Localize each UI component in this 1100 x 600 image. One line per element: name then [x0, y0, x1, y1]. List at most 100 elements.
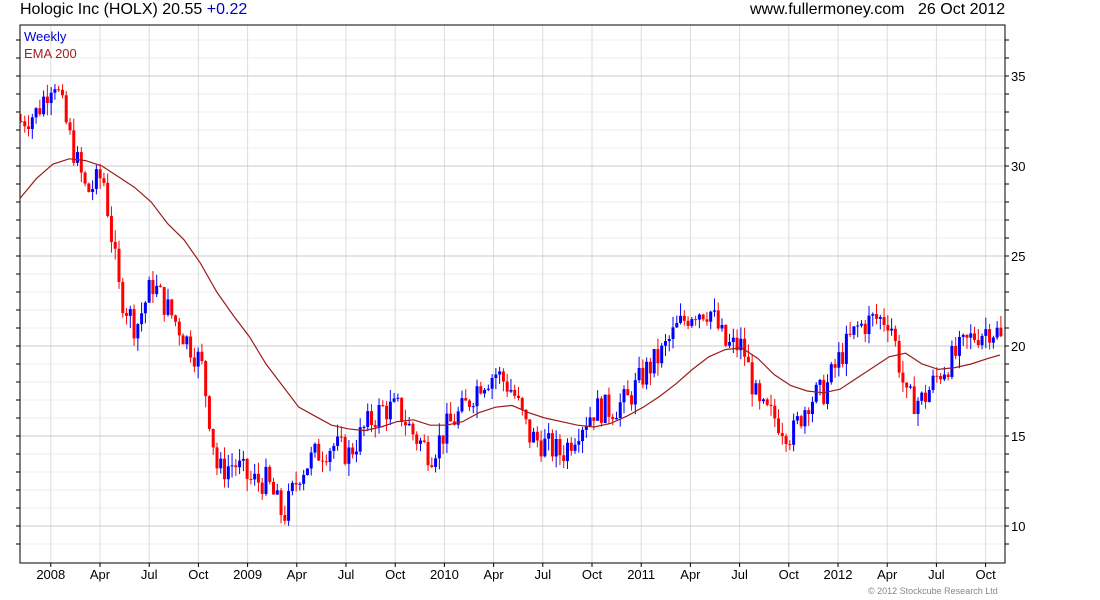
candle-body — [392, 398, 396, 402]
candle-body — [803, 410, 807, 427]
candle-body — [980, 335, 984, 346]
candle-body — [859, 323, 863, 326]
candle-body — [501, 371, 505, 382]
chart-title: Hologic Inc (HOLX) 20.55 +0.22 — [20, 1, 247, 19]
candle-body — [471, 406, 475, 408]
candle-body — [23, 121, 27, 127]
candle-body — [739, 338, 743, 351]
candle-body — [57, 89, 61, 91]
candle-body — [294, 482, 298, 485]
candle-body — [475, 386, 479, 407]
candle-body — [76, 152, 80, 163]
candle-body — [569, 442, 573, 451]
candle-body — [852, 326, 856, 335]
candle-body — [667, 339, 671, 342]
candle-body — [991, 337, 995, 343]
candle-body — [272, 481, 276, 495]
candle-body — [780, 433, 784, 437]
candle-body — [690, 319, 694, 326]
candle-body — [170, 299, 174, 316]
candle-body — [520, 397, 524, 410]
candle-body — [694, 319, 698, 321]
candle-body — [449, 413, 453, 422]
candle-body — [524, 409, 528, 420]
candle-body — [908, 386, 912, 388]
candle-body — [942, 374, 946, 380]
candle-body — [743, 338, 747, 357]
x-tick-label: Oct — [582, 567, 603, 582]
candle-body — [415, 434, 419, 444]
candle-body — [238, 460, 242, 468]
candle-body — [215, 447, 219, 469]
candle-body — [516, 395, 520, 398]
candle-body — [185, 336, 189, 345]
candle-body — [890, 328, 894, 331]
candle-body — [467, 400, 471, 407]
x-tick-label: Apr — [90, 567, 111, 582]
candle-body — [946, 374, 950, 378]
candle-body — [581, 429, 585, 442]
x-tick-label: Jul — [928, 567, 945, 582]
candle-body — [343, 436, 347, 464]
candle-body — [166, 299, 170, 315]
candle-body — [837, 352, 841, 368]
candle-body — [931, 375, 935, 390]
candle-body — [305, 468, 309, 475]
candle-body — [381, 405, 385, 407]
candle-body — [841, 352, 845, 364]
candle-body — [125, 313, 129, 316]
x-tick-label: Jul — [534, 567, 551, 582]
candle-body — [697, 314, 701, 320]
candle-body — [618, 402, 622, 418]
candle-body — [682, 315, 686, 321]
candle-body — [532, 431, 536, 443]
candle-body — [132, 309, 136, 339]
candle-body — [833, 364, 837, 368]
candle-body — [19, 121, 23, 122]
y-tick-label: 35 — [1011, 69, 1025, 84]
candle-body — [622, 389, 626, 403]
candle-body — [633, 380, 637, 405]
candle-body — [464, 398, 468, 401]
site-link[interactable]: www.fullermoney.com — [750, 1, 905, 18]
candle-body — [490, 377, 494, 389]
candle-body — [264, 466, 268, 494]
candle-body — [750, 362, 754, 395]
candle-body — [317, 443, 321, 461]
candle-body — [675, 322, 679, 328]
candle-body — [671, 327, 675, 340]
ema-200-line — [19, 158, 1001, 432]
candle-body — [565, 442, 569, 462]
candle-body — [351, 447, 355, 455]
legend-ema: EMA 200 — [24, 46, 77, 61]
candle-body — [871, 314, 875, 316]
candle-body — [460, 398, 464, 412]
candle-body — [189, 336, 193, 358]
x-tick-label: Apr — [680, 567, 701, 582]
candle-body — [445, 413, 449, 444]
candle-body — [362, 426, 366, 428]
candle-body — [241, 458, 245, 461]
candle-body — [53, 89, 57, 93]
candle-body — [388, 401, 392, 420]
candle-body — [302, 474, 306, 484]
candle-body — [652, 349, 656, 374]
candle-body — [973, 333, 977, 341]
candle-body — [68, 122, 72, 131]
candle-body — [60, 89, 64, 96]
candle-body — [174, 315, 178, 322]
candle-body — [558, 439, 562, 456]
candle-body — [920, 392, 924, 401]
candle-body — [437, 435, 441, 459]
candle-body — [539, 440, 543, 457]
candle-body — [886, 324, 890, 331]
x-tick-label: Jul — [338, 567, 355, 582]
candle-body — [893, 328, 897, 342]
candle-body — [731, 337, 735, 343]
candle-body — [630, 395, 634, 405]
candle-body — [995, 327, 999, 338]
candle-body — [283, 515, 287, 521]
candle-body — [486, 388, 490, 390]
